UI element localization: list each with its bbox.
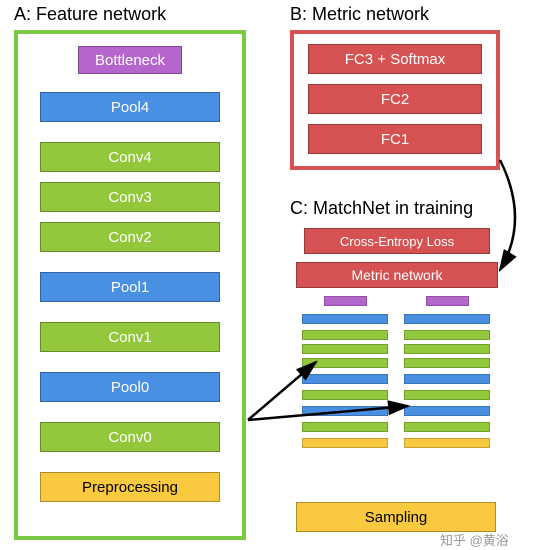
layer-bottleneck: Bottleneck bbox=[78, 46, 182, 74]
tower-0-layer-9 bbox=[302, 438, 388, 448]
tower-0-layer-0 bbox=[324, 296, 367, 306]
tower-1-layer-7 bbox=[404, 406, 490, 416]
tower-0-layer-5 bbox=[302, 374, 388, 384]
tower-0-layer-4 bbox=[302, 358, 388, 368]
tower-0-layer-3 bbox=[302, 344, 388, 354]
layer-conv3: Conv3 bbox=[40, 182, 220, 212]
tower-0-layer-2 bbox=[302, 330, 388, 340]
tower-0-layer-7 bbox=[302, 406, 388, 416]
tower-0-layer-1 bbox=[302, 314, 388, 324]
tower-1-layer-3 bbox=[404, 344, 490, 354]
layer-fc2: FC2 bbox=[308, 84, 482, 114]
layer-conv2: Conv2 bbox=[40, 222, 220, 252]
tower-0-layer-6 bbox=[302, 390, 388, 400]
layer-conv0: Conv0 bbox=[40, 422, 220, 452]
layer-pool1: Pool1 bbox=[40, 272, 220, 302]
layer-cross-entropy-loss: Cross-Entropy Loss bbox=[304, 228, 490, 254]
watermark: 知乎 @黄浴 bbox=[440, 530, 509, 549]
tower-1-layer-9 bbox=[404, 438, 490, 448]
sampling-layer: Sampling bbox=[296, 502, 496, 532]
tower-0-layer-8 bbox=[302, 422, 388, 432]
layer-conv4: Conv4 bbox=[40, 142, 220, 172]
layer-fc1: FC1 bbox=[308, 124, 482, 154]
panel-a-title: A: Feature network bbox=[14, 4, 166, 25]
tower-1-layer-5 bbox=[404, 374, 490, 384]
tower-1-layer-6 bbox=[404, 390, 490, 400]
layer-preprocessing: Preprocessing bbox=[40, 472, 220, 502]
panel-b-title: B: Metric network bbox=[290, 4, 429, 25]
layer-fc3-plus-softmax: FC3 + Softmax bbox=[308, 44, 482, 74]
layer-pool0: Pool0 bbox=[40, 372, 220, 402]
tower-1-layer-8 bbox=[404, 422, 490, 432]
layer-conv1: Conv1 bbox=[40, 322, 220, 352]
tower-1-layer-4 bbox=[404, 358, 490, 368]
panel-c-title: C: MatchNet in training bbox=[290, 198, 473, 219]
tower-1-layer-2 bbox=[404, 330, 490, 340]
tower-1-layer-1 bbox=[404, 314, 490, 324]
tower-1-layer-0 bbox=[426, 296, 469, 306]
layer-pool4: Pool4 bbox=[40, 92, 220, 122]
layer-metric-network: Metric network bbox=[296, 262, 498, 288]
